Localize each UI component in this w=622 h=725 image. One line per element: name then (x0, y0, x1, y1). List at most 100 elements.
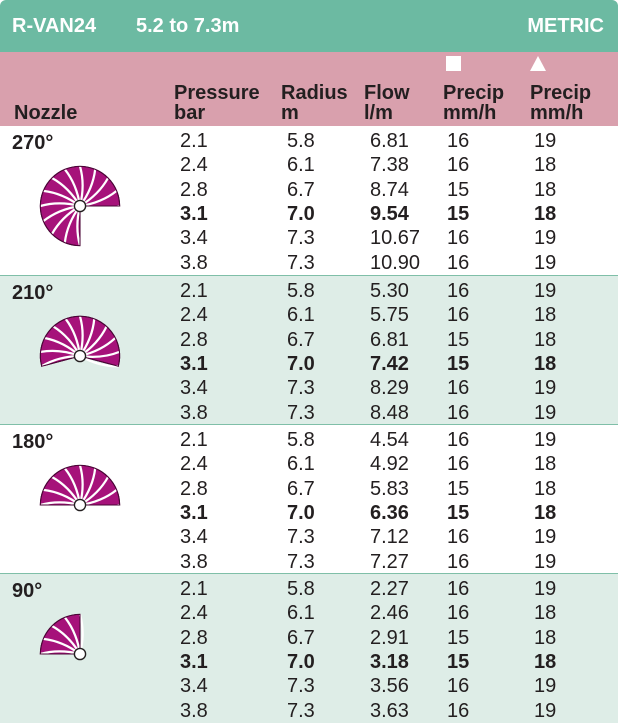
precip-square-cell: 16 (447, 280, 470, 302)
radius-cell: 7.3 (287, 227, 315, 250)
pressure-cell: 2.1 (180, 578, 208, 600)
radius-cell: 7.3 (287, 550, 315, 573)
flow-cell: 5.83 (370, 477, 409, 500)
pressure-cell: 2.1 (180, 429, 208, 451)
pressure-cell: 3.4 (180, 227, 208, 250)
precip-square-cell: 16 (447, 130, 470, 152)
table-row: 3.8 7.3 8.48 16 19 (0, 402, 618, 426)
flow-cell: 8.29 (370, 377, 409, 400)
flow-cell: 2.46 (370, 602, 409, 625)
radius-cell: 6.7 (287, 477, 315, 500)
radius-cell: 6.7 (287, 328, 315, 351)
precip-square-cell: 16 (447, 699, 470, 722)
radius-cell: 5.8 (287, 280, 315, 302)
table-row: 3.4 7.3 8.29 16 19 (0, 377, 618, 401)
table-row: 2.1 5.8 2.27 16 19 (0, 578, 618, 602)
nozzle-90-icon (39, 613, 87, 661)
nozzle-group: 210° 2.1 5.8 5.30 16 19 2.4 6.1 5.75 16 18 2.8 6.7 6… (0, 275, 618, 424)
table-row: 3.8 7.3 7.27 16 19 (0, 551, 618, 575)
precip-triangle-cell: 19 (534, 377, 557, 400)
table-row: 2.1 5.8 6.81 16 19 (0, 130, 618, 154)
precip-triangle-cell: 18 (534, 304, 557, 327)
flow-cell: 7.12 (370, 526, 409, 549)
precip-square-cell: 15 (447, 626, 470, 649)
header-pressure: Pressure bar (174, 82, 260, 124)
pressure-cell: 3.4 (180, 526, 208, 549)
precip-triangle-cell: 18 (534, 453, 557, 476)
pressure-cell: 3.1 (180, 650, 208, 673)
radius-cell: 7.0 (287, 650, 315, 673)
triangle-spacing-icon (530, 56, 546, 71)
nozzle-group: 90° 2.1 5.8 2.27 16 19 2.4 6.1 2.46 16 18 2.8 6.7 2.… (0, 573, 618, 723)
radius-cell: 7.3 (287, 377, 315, 400)
pressure-cell: 3.8 (180, 401, 208, 424)
precip-square-cell: 16 (447, 453, 470, 476)
table-row: 3.1 7.0 9.54 15 18 (0, 203, 618, 227)
pressure-cell: 3.8 (180, 699, 208, 722)
header-flow: Flow l/m (364, 82, 410, 124)
header-precip-square: Precip mm/h (443, 82, 505, 124)
nozzle-angle: 90° (12, 580, 43, 602)
pressure-cell: 2.4 (180, 453, 208, 476)
header-precip-triangle: Precip mm/h (530, 82, 592, 124)
nozzle-210-icon (39, 315, 121, 368)
precip-square-cell: 16 (447, 602, 470, 625)
precip-triangle-cell: 19 (534, 227, 557, 250)
precip-triangle-cell: 19 (534, 526, 557, 549)
precip-triangle-cell: 19 (534, 280, 557, 302)
radius-cell: 7.0 (287, 202, 315, 225)
precip-triangle-cell: 18 (534, 650, 557, 673)
pressure-cell: 2.8 (180, 178, 208, 201)
precip-triangle-cell: 19 (534, 429, 557, 451)
radius-cell: 6.1 (287, 154, 315, 177)
table-row: 2.4 6.1 4.92 16 18 (0, 453, 618, 477)
precip-square-cell: 15 (447, 501, 470, 524)
pressure-cell: 2.8 (180, 626, 208, 649)
radius-cell: 5.8 (287, 130, 315, 152)
nozzle-group: 270° 2.1 5.8 6.81 16 19 2.4 6.1 7.38 16 18 2.8 6.7 8… (0, 126, 618, 275)
table-row: 3.8 7.3 10.90 16 19 (0, 252, 618, 276)
radius-cell: 7.3 (287, 526, 315, 549)
pressure-cell: 2.8 (180, 477, 208, 500)
precip-square-cell: 15 (447, 328, 470, 351)
table-row: 3.1 7.0 3.18 15 18 (0, 651, 618, 675)
radius-cell: 5.8 (287, 429, 315, 451)
pressure-cell: 3.4 (180, 675, 208, 698)
nozzle-group: 180° 2.1 5.8 4.54 16 19 2.4 6.1 4.92 16 18 2.8 6.7 5… (0, 424, 618, 573)
precip-square-cell: 15 (447, 477, 470, 500)
table-row: 2.4 6.1 5.75 16 18 (0, 304, 618, 328)
table-row: 3.1 7.0 7.42 15 18 (0, 353, 618, 377)
model-name: R-VAN24 (12, 15, 97, 37)
flow-cell: 7.27 (370, 550, 409, 573)
nozzle-angle: 180° (12, 431, 54, 453)
precip-triangle-cell: 18 (534, 602, 557, 625)
title-bar: R-VAN24 5.2 to 7.3m METRIC (0, 0, 618, 52)
pressure-cell: 2.4 (180, 602, 208, 625)
radius-cell: 6.1 (287, 453, 315, 476)
pressure-cell: 3.1 (180, 352, 208, 375)
precip-square-cell: 15 (447, 178, 470, 201)
table-row: 3.4 7.3 7.12 16 19 (0, 526, 618, 550)
flow-cell: 3.63 (370, 699, 409, 722)
units-label: METRIC (527, 15, 604, 37)
pressure-cell: 3.4 (180, 377, 208, 400)
precip-square-cell: 15 (447, 650, 470, 673)
pressure-cell: 2.1 (180, 130, 208, 152)
flow-cell: 6.81 (370, 130, 409, 152)
precip-square-cell: 16 (447, 578, 470, 600)
table-row: 2.4 6.1 7.38 16 18 (0, 154, 618, 178)
nozzle-angle: 270° (12, 132, 54, 154)
pressure-cell: 2.1 (180, 280, 208, 302)
nozzle-180-icon (39, 464, 121, 512)
flow-cell: 2.27 (370, 578, 409, 600)
precip-square-cell: 16 (447, 251, 470, 274)
radius-cell: 7.3 (287, 675, 315, 698)
radius-cell: 6.7 (287, 178, 315, 201)
flow-cell: 8.48 (370, 401, 409, 424)
radius-cell: 5.8 (287, 578, 315, 600)
flow-cell: 10.67 (370, 227, 421, 250)
precip-triangle-cell: 19 (534, 699, 557, 722)
table-row: 2.4 6.1 2.46 16 18 (0, 602, 618, 626)
flow-cell: 6.81 (370, 328, 409, 351)
